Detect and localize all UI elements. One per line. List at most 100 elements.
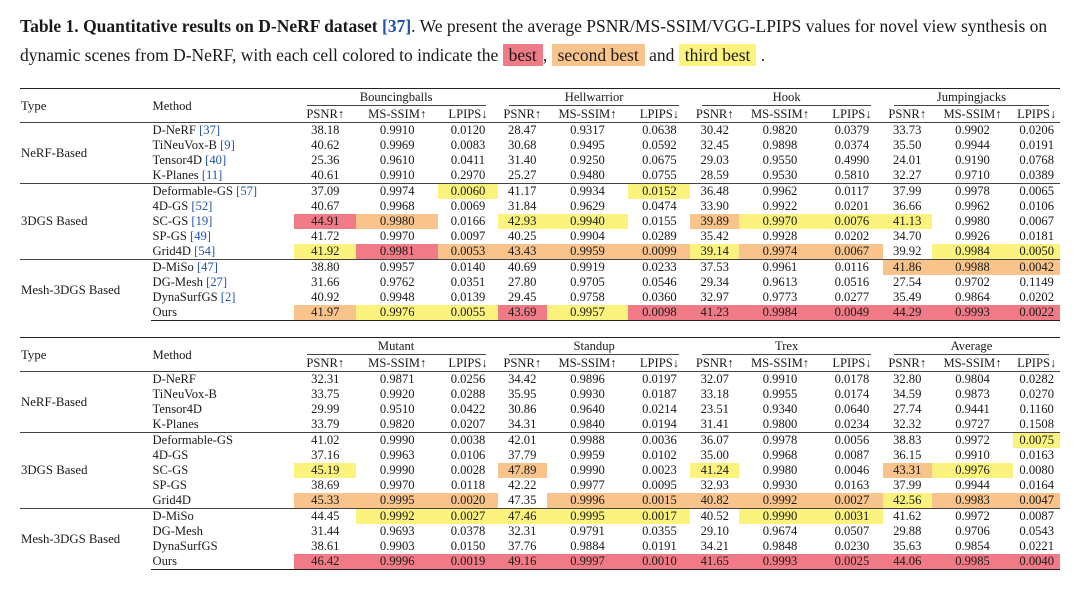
value-cell: 0.0117 [820,183,883,199]
value-cell: 0.9904 [570,229,605,243]
method-name: 4D-GS [152,448,189,462]
table-row: K-Planes 33.79 0.9820 0.0207 34.31 0.9840 0.01… [20,417,1060,433]
value-cell: 0.9978 [931,183,1014,199]
metric-header: MS-SSIM↑ [558,356,617,370]
method-citation[interactable]: [19] [191,214,213,228]
value-cell: 0.0120 [438,122,498,138]
value-cell: 44.91 [294,214,357,229]
value-cell: 0.0592 [642,138,677,152]
method-citation[interactable]: [52] [191,199,213,213]
value-cell: 0.9990 [379,463,415,477]
caption-and: and [649,45,675,65]
value-cell: 33.18 [700,387,729,401]
method-cell: Deformable-GS [57] [150,183,295,199]
value-cell: 34.59 [893,387,922,401]
metric-header: LPIPS↓ [448,356,488,370]
value-cell: 0.9910 [739,371,821,387]
value-cell: 0.0098 [628,305,691,321]
results-table-top: Type Method Bouncingballs Hellwarrior Hook Ju… [20,88,1060,321]
value-cell: 29.10 [700,524,729,538]
method-citation[interactable]: [2] [220,290,236,304]
value-cell: 0.9970 [379,478,415,492]
value-cell: 40.69 [497,259,547,275]
method-cell: Tensor4D [40] [151,153,295,168]
table-row: 3DGS Based Deformable-GS 41.02 0.9990 0.0038… [20,432,1060,509]
value-cell: 0.0389 [1019,168,1055,182]
method-name: TiNeuVox-B [152,138,217,152]
method-cell: DG-Mesh [27] [151,275,295,290]
method-citation[interactable]: [11] [201,168,223,182]
method-name: SP-GS [152,229,187,243]
value-cell: 0.0546 [642,275,677,289]
value-cell: 36.66 [893,199,922,213]
value-cell: 0.9910 [356,122,439,138]
dataset-header: Average [893,338,1050,355]
method-name: D-MiSo [152,260,194,274]
value-cell: 0.9804 [931,371,1014,387]
value-cell: 33.79 [311,417,340,431]
group-type-label: NeRF-Based [20,122,151,184]
value-cell: 41.13 [882,214,932,229]
method-citation[interactable]: [9] [220,138,235,152]
value-cell: 0.9898 [762,138,798,152]
value-cell: 0.0027 [820,493,883,509]
table-row: Tensor4D [40] 25.36 0.9610 0.0411 31.40 0.925… [20,153,1060,168]
value-cell: 0.0516 [834,275,870,289]
dataset-header: Trex [701,338,872,355]
value-cell: 0.0046 [834,463,870,477]
value-cell: 0.0221 [1019,539,1055,553]
caption-citation[interactable]: [37] [382,16,412,36]
value-cell: 0.9550 [762,153,798,167]
value-cell: 37.99 [893,478,922,492]
value-cell: 23.51 [700,402,729,416]
metric-header: MS-SSIM↑ [943,107,1002,121]
value-cell: 0.9988 [931,259,1014,275]
method-cell: Deformable-GS [150,432,295,448]
value-cell: 0.9510 [379,402,415,416]
header-row-datasets: Type Method Bouncingballs Hellwarrior Hook Ju… [20,88,1060,123]
value-cell: 0.0351 [450,275,486,289]
caption-text: . We present the average PSNR/MS-SSIM/VG… [20,16,1048,65]
value-cell: 0.9955 [762,387,798,401]
method-citation[interactable]: [47] [196,260,218,274]
table-row: K-Planes [11] 40.61 0.9910 0.2970 25.27 0.948… [20,168,1060,184]
value-cell: 0.9969 [379,138,415,152]
value-cell: 0.9976 [931,463,1014,478]
metric-header: PSNR↑ [888,107,927,121]
value-cell: 47.89 [497,463,547,478]
value-cell: 0.0378 [450,524,486,538]
value-cell: 0.0181 [1019,229,1055,243]
value-cell: 0.9990 [570,463,605,477]
table-row: 4D-GS [52] 40.67 0.9968 0.0069 31.84 0.9629 0.… [20,199,1060,214]
method-citation[interactable]: [57] [236,184,258,198]
value-cell: 0.9820 [379,417,415,431]
method-cell: D-NeRF [150,371,295,387]
value-cell: 0.9985 [931,554,1014,570]
value-cell: 0.0097 [450,229,486,243]
header-row-metrics: PSNR↑ MS-SSIM↑ LPIPS↓ PSNR↑ MS-SSIM↑ LPIPS↓ PS… [20,106,1060,123]
value-cell: 0.9957 [356,259,439,275]
value-cell: 43.43 [497,244,547,260]
group-type-label: 3DGS Based [20,432,151,509]
value-cell: 38.61 [311,539,340,553]
value-cell: 33.90 [700,199,729,213]
value-cell: 0.9530 [762,168,798,182]
method-citation[interactable]: [27] [206,275,228,289]
value-cell: 0.9962 [955,199,990,213]
value-cell: 0.0020 [438,493,498,509]
value-cell: 0.9940 [546,214,629,229]
value-cell: 0.9972 [931,432,1014,448]
method-citation[interactable]: [37] [199,123,221,137]
value-cell: 40.25 [508,229,537,243]
metric-header: LPIPS↓ [832,356,872,370]
method-citation[interactable]: [54] [194,244,216,258]
value-cell: 0.9480 [570,168,605,182]
value-cell: 0.0083 [450,138,486,152]
method-citation[interactable]: [40] [205,153,227,167]
value-cell: 39.92 [893,244,922,258]
value-cell: 0.0023 [642,463,677,477]
value-cell: 27.80 [508,275,537,289]
value-cell: 40.61 [311,168,340,182]
method-citation[interactable]: [49] [190,229,211,243]
